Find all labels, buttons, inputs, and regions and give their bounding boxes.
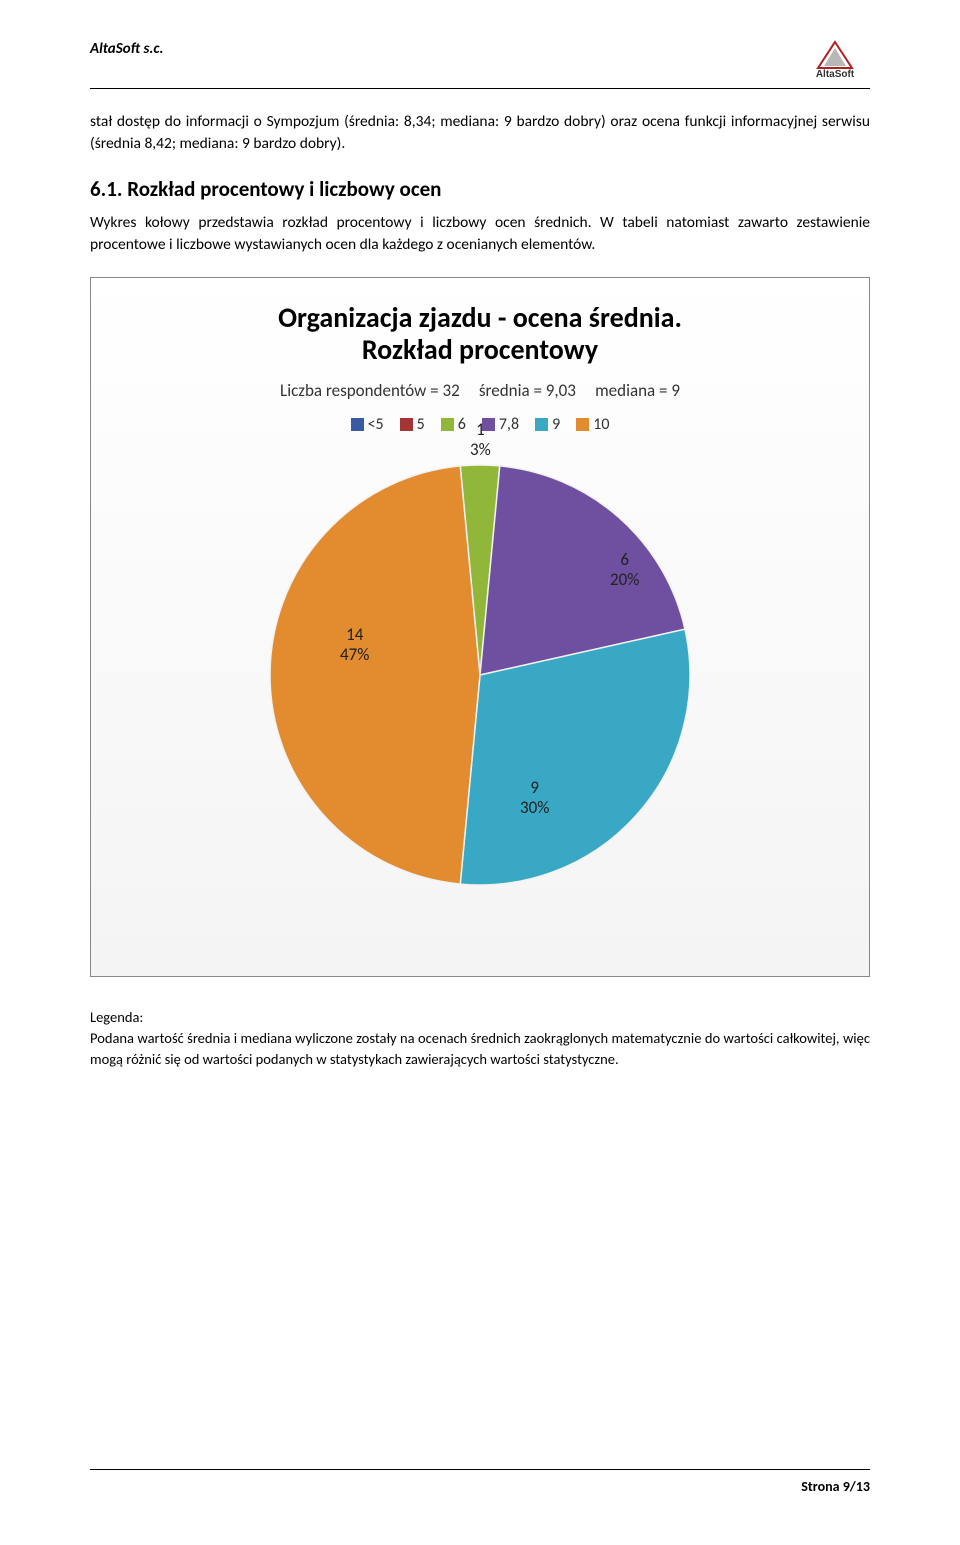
- legend-label: 5: [417, 415, 425, 434]
- heading-text: Rozkład procentowy i liczbowy ocen: [127, 176, 441, 202]
- legend-item: 9: [535, 415, 560, 434]
- legend-label: <5: [368, 415, 384, 434]
- slice-label-10: 14 47%: [340, 625, 369, 664]
- legend-swatch: [351, 418, 364, 431]
- legend-swatch: [400, 418, 413, 431]
- legend-swatch: [441, 418, 454, 431]
- chart-subtitle: Liczba respondentów = 32 średnia = 9,03 …: [111, 380, 849, 401]
- slice-label-9: 9 30%: [520, 778, 549, 817]
- legend-label: 10: [593, 415, 609, 434]
- intro-paragraph: stał dostęp do informacji o Sympozjum (ś…: [90, 111, 870, 156]
- page-footer: Strona 9/13: [90, 1469, 870, 1495]
- section-heading: 6.1. Rozkład procentowy i liczbowy ocen: [90, 176, 870, 202]
- slice-label-78: 6 20%: [610, 550, 639, 589]
- logo-text: AltaSoft: [816, 69, 855, 80]
- pie-svg: [265, 460, 695, 890]
- pie-chart: 1 3% 6 20% 9 30% 14 47%: [265, 460, 695, 890]
- slice-label-6: 1 3%: [470, 420, 491, 459]
- legend-item: <5: [351, 415, 384, 434]
- legend-swatch: [576, 418, 589, 431]
- legend-note: Legenda: Podana wartość średnia i median…: [90, 1007, 870, 1070]
- chart-title-line1: Organizacja zjazdu - ocena średnia.: [278, 300, 682, 335]
- heading-number: 6.1.: [90, 176, 123, 202]
- page-number: Strona 9/13: [90, 1478, 870, 1495]
- legend-label: 6: [458, 415, 466, 434]
- sub-mean: średnia = 9,03: [479, 380, 576, 401]
- logo: AltaSoft: [800, 40, 870, 80]
- chart-title-line2: Rozkład procentowy: [362, 332, 598, 367]
- chart-container: Organizacja zjazdu - ocena średnia. Rozk…: [90, 277, 870, 977]
- legend-item: 10: [576, 415, 609, 434]
- sub-median: mediana = 9: [595, 380, 680, 401]
- section-paragraph: Wykres kołowy przedstawia rozkład procen…: [90, 212, 870, 257]
- chart-title: Organizacja zjazdu - ocena średnia. Rozk…: [111, 302, 849, 366]
- footer-rule: [90, 1469, 870, 1470]
- pie-slice: [270, 466, 480, 884]
- sub-respondents: Liczba respondentów = 32: [280, 380, 460, 401]
- legend-label: 9: [552, 415, 560, 434]
- page-header: AltaSoft s.c. AltaSoft: [90, 40, 870, 80]
- legenda-label: Legenda:: [90, 1008, 143, 1026]
- legend-item: 6: [441, 415, 466, 434]
- header-rule: [90, 88, 870, 89]
- company-name: AltaSoft s.c.: [90, 40, 164, 58]
- legenda-text: Podana wartość średnia i mediana wyliczo…: [90, 1029, 870, 1068]
- legend-swatch: [535, 418, 548, 431]
- legend-label: 7,8: [499, 415, 519, 434]
- legend-item: 5: [400, 415, 425, 434]
